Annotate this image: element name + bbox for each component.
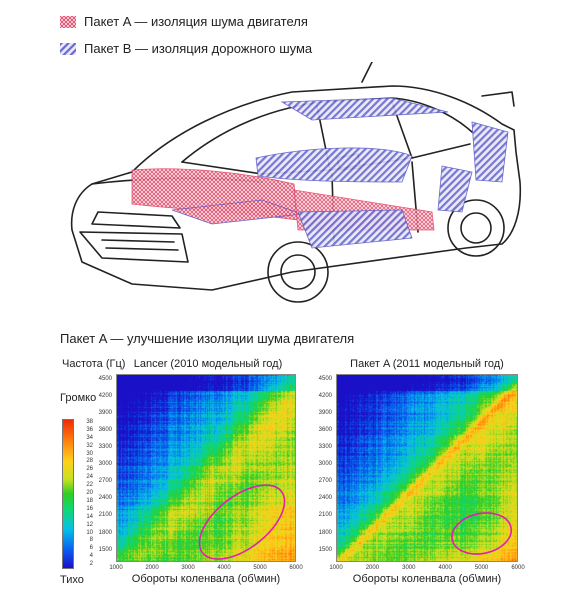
y-tick-label: 2700 xyxy=(98,478,112,485)
colorbar-tick: 34 xyxy=(86,434,93,441)
colorbar-tick: 36 xyxy=(86,426,93,433)
x-tick-label: 3000 xyxy=(402,565,416,571)
y-tick-label: 3000 xyxy=(98,461,112,468)
heatmap-package-a xyxy=(336,374,518,562)
y-tick-label: 4500 xyxy=(318,375,332,382)
colorbar-tick: 24 xyxy=(86,474,93,481)
x-tick-label: 1000 xyxy=(109,565,123,571)
heatmap-package-a-xlabel: Обороты коленвала (об\мин) xyxy=(352,573,502,585)
x-tick-label: 6000 xyxy=(289,565,303,571)
colorbar-tick: 18 xyxy=(86,497,93,504)
y-tick-label: 3300 xyxy=(318,444,332,451)
y-tick-label: 2700 xyxy=(318,478,332,485)
y-tick-label: 1800 xyxy=(98,529,112,536)
plot-title-lancer: Lancer (2010 модельный год) xyxy=(133,358,283,370)
y-tick-label: 3300 xyxy=(98,444,112,451)
heatmap-lancer xyxy=(116,374,296,562)
heatmap-lancer-xlabel: Обороты коленвала (об\мин) xyxy=(131,573,281,585)
colorbar-tick: 10 xyxy=(86,529,93,536)
colorbar-tick: 2 xyxy=(89,561,93,568)
colorbar-tick: 8 xyxy=(89,537,93,544)
colorbar-tick: 16 xyxy=(86,505,93,512)
x-tick-label: 1000 xyxy=(329,565,343,571)
colorbar-tick: 4 xyxy=(89,553,93,560)
y-tick-label: 4200 xyxy=(98,392,112,399)
x-tick-label: 2000 xyxy=(145,565,159,571)
loud-label: Громко xyxy=(60,392,97,404)
section-title: Пакет A — улучшение изоляции шума двигат… xyxy=(60,331,355,346)
y-tick-label: 3600 xyxy=(318,426,332,433)
colorbar-tick: 32 xyxy=(86,442,93,449)
colorbar-tick: 14 xyxy=(86,513,93,520)
x-tick-label: 3000 xyxy=(181,565,195,571)
package-b-roof-zone xyxy=(280,97,449,121)
crosshatch-swatch-icon xyxy=(60,15,76,28)
y-tick-label: 3900 xyxy=(98,409,112,416)
y-tick-label: 1800 xyxy=(318,529,332,536)
legend-package-b-label: Пакет B — изоляция дорожного шума xyxy=(84,41,313,56)
colorbar-tick: 12 xyxy=(86,521,93,528)
plot-title-package-a: Пакет A (2011 модельный год) xyxy=(350,358,504,370)
legend-package-a: Пакет A — изоляция шума двигателя xyxy=(60,14,308,29)
car-illustration xyxy=(70,62,522,303)
y-tick-label: 4500 xyxy=(98,375,112,382)
y-tick-label: 2100 xyxy=(98,512,112,519)
legend-package-b: Пакет B — изоляция дорожного шума xyxy=(60,41,312,56)
x-tick-label: 6000 xyxy=(511,565,525,571)
y-tick-label: 2400 xyxy=(98,495,112,502)
x-tick-label: 5000 xyxy=(253,565,267,571)
y-tick-label: 2400 xyxy=(318,495,332,502)
x-tick-label: 4000 xyxy=(217,565,231,571)
colorbar-tick: 38 xyxy=(86,419,93,425)
y-tick-label: 3900 xyxy=(318,409,332,416)
frequency-axis-label: Частота (Гц) xyxy=(62,358,126,370)
x-tick-label: 2000 xyxy=(365,565,380,571)
colorbar-tick: 6 xyxy=(89,545,93,552)
colorbar-tick: 28 xyxy=(86,458,93,465)
y-tick-label: 1500 xyxy=(318,546,332,553)
y-tick-label: 1500 xyxy=(98,546,112,553)
y-tick-label: 4200 xyxy=(318,392,332,399)
colorbar-tick: 26 xyxy=(86,466,93,473)
x-tick-label: 5000 xyxy=(474,565,489,571)
quiet-label: Тихо xyxy=(60,574,84,586)
colorbar xyxy=(62,419,74,569)
legend-package-a-label: Пакет A — изоляция шума двигателя xyxy=(84,14,308,29)
heatmap-package-a-canvas xyxy=(337,375,517,561)
x-tick-label: 4000 xyxy=(438,565,452,571)
heatmap-lancer-canvas xyxy=(117,375,295,561)
colorbar-tick: 20 xyxy=(86,490,93,497)
colorbar-tick: 30 xyxy=(86,450,93,457)
y-tick-label: 2100 xyxy=(318,512,332,519)
colorbar-ticks: 38 36 34 32 30 28 26 24 22 20 18 16 14 12 10 8 6 4 2 xyxy=(77,419,93,569)
stripes-swatch-icon xyxy=(60,42,76,55)
y-tick-label: 3600 xyxy=(98,426,112,433)
colorbar-tick: 22 xyxy=(86,482,93,489)
y-tick-label: 3000 xyxy=(318,461,332,468)
